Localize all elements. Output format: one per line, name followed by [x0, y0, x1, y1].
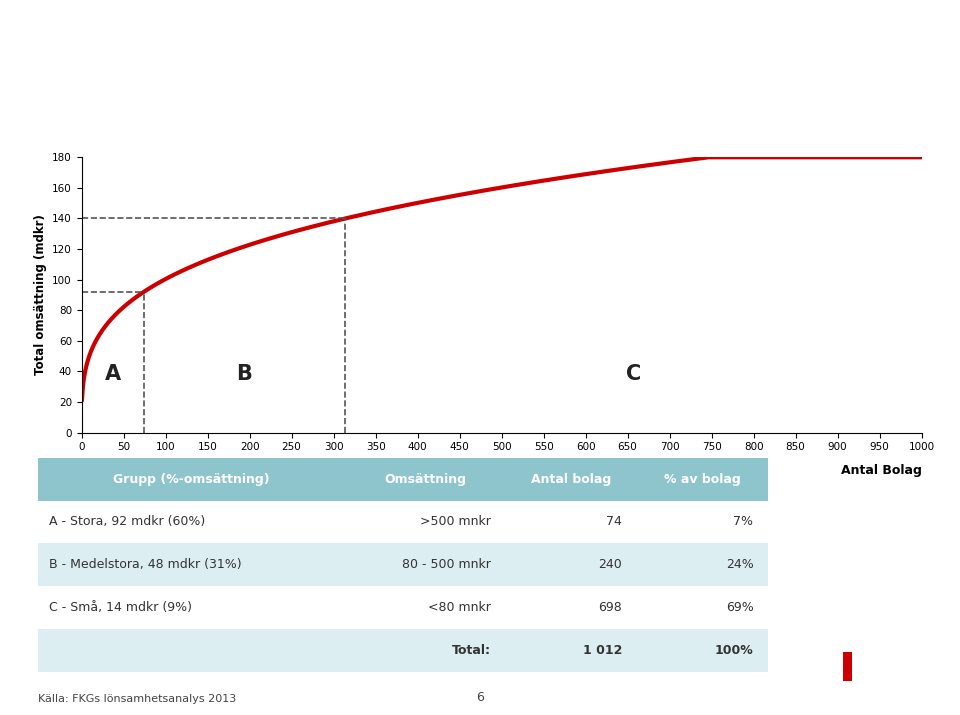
Text: Grupp (%-omsättning): Grupp (%-omsättning)	[113, 473, 270, 485]
Text: A - Stora, 92 mdkr (60%): A - Stora, 92 mdkr (60%)	[49, 516, 205, 528]
Bar	[38, 458, 345, 500]
Text: B - Medelstora, 48 mdkr (31%): B - Medelstora, 48 mdkr (31%)	[49, 558, 242, 571]
Y-axis label: Total omsättning (mdkr): Total omsättning (mdkr)	[34, 214, 47, 375]
Text: Antal bolag: Antal bolag	[531, 473, 612, 485]
Bar	[505, 458, 636, 500]
Text: A: A	[105, 365, 121, 385]
Text: C: C	[626, 365, 641, 385]
Bar	[38, 629, 768, 672]
Bar	[38, 586, 768, 629]
Text: % av bolag: % av bolag	[664, 473, 741, 485]
Text: Total:: Total:	[452, 644, 491, 657]
Bar	[830, 636, 839, 681]
Bar	[818, 628, 827, 681]
Bar	[38, 500, 768, 543]
Bar	[804, 641, 814, 681]
Text: 80 - 500 mnkr: 80 - 500 mnkr	[402, 558, 491, 571]
Bar	[843, 651, 852, 681]
Text: 69%: 69%	[726, 601, 754, 614]
Bar	[894, 649, 903, 681]
Text: 74: 74	[606, 516, 622, 528]
Text: 240: 240	[598, 558, 622, 571]
Bar	[38, 543, 768, 586]
Text: 698: 698	[598, 601, 622, 614]
Bar	[792, 657, 802, 681]
Bar	[881, 633, 890, 681]
Text: Antal Bolag: Antal Bolag	[841, 464, 922, 477]
Text: Små och medelstora leverantörer utgör drygt 90 % av: Små och medelstora leverantörer utgör dr…	[19, 40, 614, 62]
Text: 1 012: 1 012	[583, 644, 622, 657]
Text: FKG: FKG	[826, 572, 888, 600]
Text: företagen och står för 40 % av totala omsättningen: företagen och står för 40 % av totala om…	[19, 93, 586, 115]
Bar	[855, 659, 865, 681]
Text: B: B	[236, 365, 252, 385]
Text: C - Små, 14 mdkr (9%): C - Små, 14 mdkr (9%)	[49, 601, 192, 614]
Text: <80 mnkr: <80 mnkr	[428, 601, 491, 614]
Text: Källa: FKGs lönsamhetsanalys 2013: Källa: FKGs lönsamhetsanalys 2013	[38, 694, 237, 704]
Text: >500 mnkr: >500 mnkr	[420, 516, 491, 528]
Bar	[869, 646, 877, 681]
Text: 100%: 100%	[714, 644, 754, 657]
Text: 7%: 7%	[733, 516, 754, 528]
Bar	[345, 458, 505, 500]
Bar	[906, 661, 916, 681]
Text: Omsättning: Omsättning	[384, 473, 467, 485]
Text: 24%: 24%	[726, 558, 754, 571]
Text: 6: 6	[476, 691, 484, 704]
Bar	[636, 458, 768, 500]
